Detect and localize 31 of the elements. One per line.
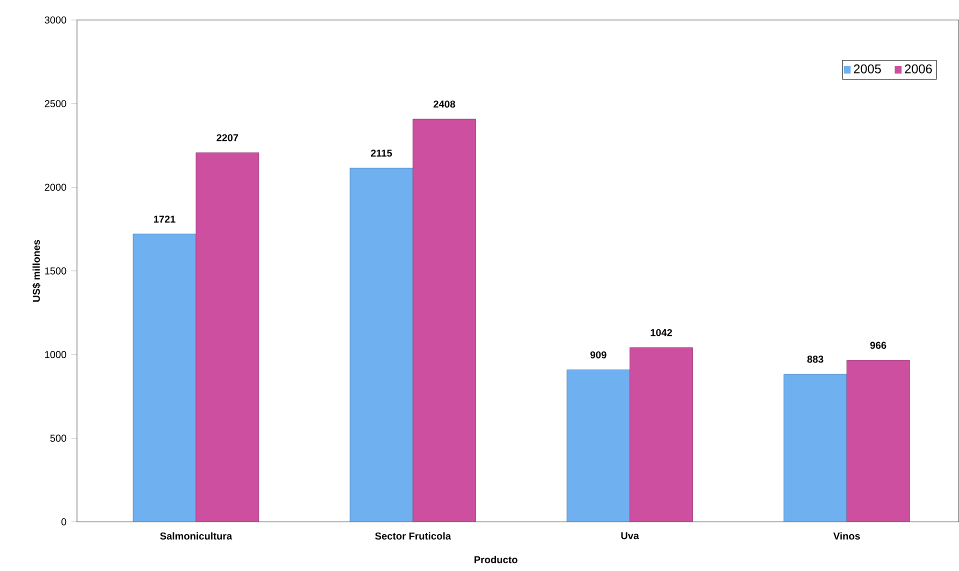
bar — [566, 370, 630, 522]
x-tick-label: Salmonicultura — [160, 532, 232, 540]
x-axis-title: Producto — [474, 556, 518, 564]
bar — [350, 168, 414, 522]
y-tick-label: 3000 — [44, 16, 66, 24]
x-tick-label: Vinos — [833, 532, 860, 540]
x-tick-label: Uva — [621, 532, 640, 540]
data-label: 883 — [807, 356, 824, 363]
y-tick-label: 1500 — [45, 267, 66, 275]
y-tick-label: 0 — [61, 518, 66, 526]
data-label: 1042 — [650, 329, 672, 336]
data-label: 1721 — [154, 216, 176, 223]
bar — [412, 118, 476, 522]
bar — [784, 374, 847, 522]
data-label: 966 — [870, 342, 886, 349]
bar — [132, 234, 196, 522]
bar — [630, 347, 693, 522]
legend-label: 2005 — [854, 64, 881, 74]
bar — [846, 360, 910, 522]
data-label: 909 — [590, 351, 606, 358]
y-axis-title: US$ millones — [32, 240, 41, 302]
data-label: 2207 — [216, 134, 238, 142]
data-label: 2115 — [370, 150, 392, 157]
data-label: 2408 — [434, 100, 456, 108]
y-tick-label: 500 — [50, 434, 66, 442]
bar — [196, 152, 260, 522]
legend-label: 2006 — [904, 64, 932, 74]
y-tick-label: 2000 — [44, 184, 66, 191]
y-tick-label: 2500 — [44, 100, 66, 108]
y-tick-label: 1000 — [45, 351, 66, 358]
x-tick-label: Sector Fruticola — [375, 532, 452, 540]
